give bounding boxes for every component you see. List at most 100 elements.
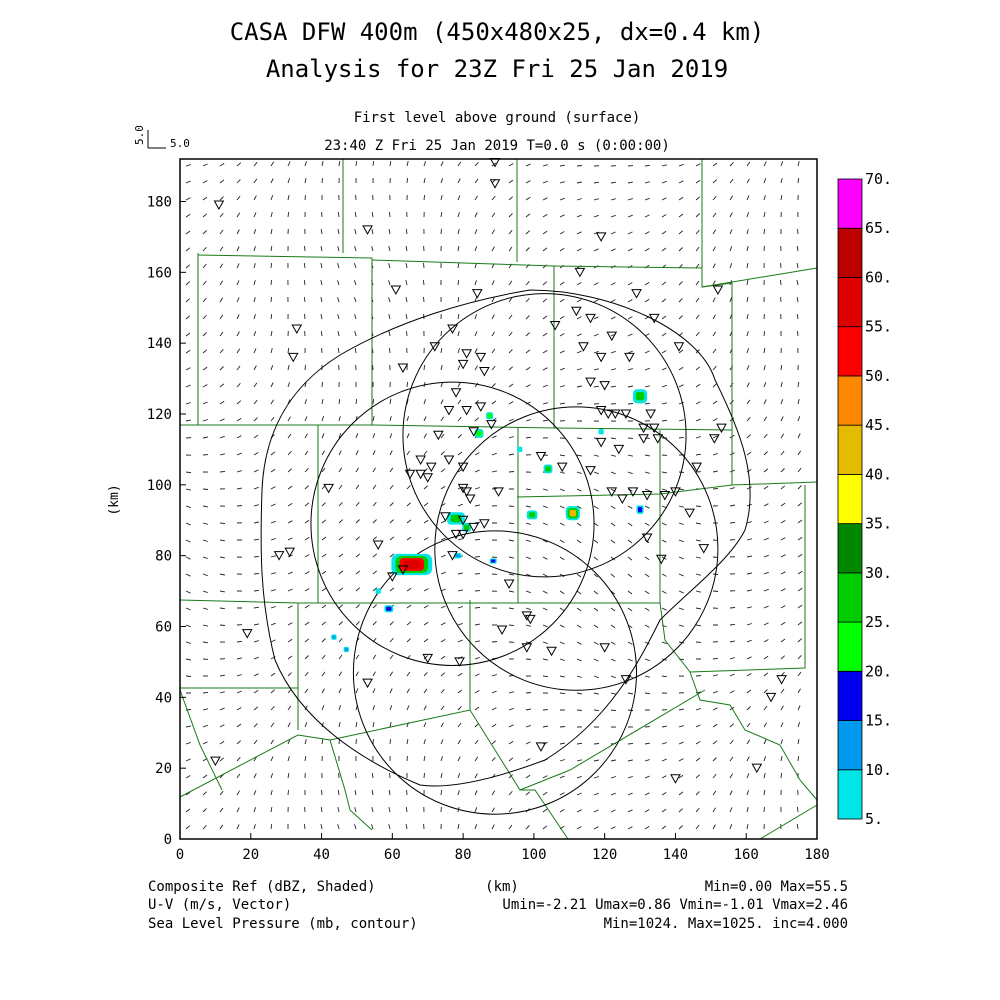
station-marker: [486, 420, 497, 430]
station-marker: [641, 490, 653, 501]
reflectivity-cell: [331, 634, 337, 640]
station-marker: [478, 367, 490, 377]
colorbar-segment: [837, 326, 863, 377]
station-marker: [765, 692, 777, 703]
station-marker: [415, 469, 426, 480]
station-marker: [691, 462, 703, 473]
vector-scale-label-vertical: 5.0: [133, 125, 146, 145]
station-marker: [468, 522, 480, 533]
y-tick-label: 160: [147, 265, 172, 281]
colorbar-level-label: 40.: [865, 465, 892, 483]
station-marker: [475, 352, 487, 363]
station-marker: [422, 653, 434, 664]
station-marker: [613, 444, 625, 455]
station-marker: [627, 487, 639, 497]
county-boundaries: [179, 159, 818, 840]
reflectivity-contour-fill: [344, 647, 348, 652]
reflectivity-contour-fill: [476, 430, 482, 437]
vector-range-label: Umin=-2.21 Umax=0.86 Vmin=-1.01 Vmax=2.4…: [502, 897, 848, 913]
reflectivity-cell: [486, 412, 494, 420]
station-marker: [461, 405, 473, 416]
station-marker: [620, 675, 632, 685]
y-tick-label: 140: [147, 336, 172, 352]
colorbar-level-label: 70.: [865, 170, 892, 188]
station-marker: [648, 423, 660, 434]
colorbar-segment: [837, 424, 863, 475]
station-marker: [645, 409, 657, 420]
station-marker: [461, 487, 473, 497]
reflectivity-contour-fill: [569, 509, 577, 517]
station-marker: [475, 402, 487, 412]
station-marker: [213, 200, 225, 211]
station-marker: [585, 466, 596, 476]
station-marker: [415, 455, 426, 466]
station-marker: [648, 313, 660, 324]
station-marker: [493, 487, 504, 497]
station-marker: [372, 540, 384, 551]
station-marker: [549, 320, 561, 331]
colorbar-segment: [837, 621, 863, 672]
station-marker: [432, 430, 444, 441]
y-tick-label: 60: [155, 620, 172, 636]
vector-scale-label: 5.0: [170, 137, 190, 150]
plot-frame: [180, 159, 817, 839]
y-tick-label: 120: [147, 407, 172, 423]
reflectivity-contour-fill: [455, 554, 460, 558]
station-marker: [585, 313, 596, 324]
colorbar-level-label: 10.: [865, 761, 892, 779]
station-marker: [556, 462, 568, 473]
station-marker: [578, 342, 589, 352]
station-marker: [585, 377, 596, 388]
station-marker: [595, 437, 607, 448]
station-marker: [670, 774, 681, 784]
colorbar-segment: [837, 523, 863, 574]
station-marker: [464, 494, 476, 505]
station-marker: [709, 434, 720, 444]
radar-range-rings: [310, 293, 719, 815]
station-marker: [457, 462, 469, 473]
station-marker: [461, 349, 473, 359]
reflectivity-contour-fill: [403, 560, 420, 569]
station-marker: [429, 342, 441, 352]
radar-range-ring: [434, 406, 719, 691]
station-marker: [397, 363, 409, 373]
station-marker: [546, 646, 557, 657]
station-marker: [595, 352, 607, 363]
plot-title-line2: Analysis for 23Z Fri 25 Jan 2019: [266, 55, 728, 83]
station-marker: [606, 487, 618, 497]
station-marker: [489, 179, 501, 189]
station-marker: [641, 533, 653, 543]
x-tick-label: 0: [176, 847, 184, 863]
y-tick-label: 80: [155, 549, 172, 565]
reflectivity-cell: [489, 558, 497, 564]
station-marker: [535, 452, 547, 462]
x-tick-label: 120: [592, 847, 617, 863]
vector-field-label: U-V (m/s, Vector): [148, 897, 291, 913]
station-marker: [716, 423, 727, 434]
radar-range-ring: [310, 381, 595, 666]
station-marker: [397, 565, 409, 575]
station-marker: [673, 342, 685, 352]
reflectivity-contour-fill: [528, 512, 536, 518]
reflectivity-cell: [526, 510, 538, 520]
x-tick-label: 80: [455, 847, 472, 863]
station-marker: [478, 519, 490, 529]
station-marker: [323, 483, 334, 494]
station-marker: [390, 285, 402, 296]
station-marker: [670, 487, 681, 497]
colorbar-segment: [837, 178, 863, 229]
station-marker: [638, 423, 649, 434]
shade-field-label: Composite Ref (dBZ, Shaded): [148, 879, 376, 895]
sea-level-pressure-contours: [260, 289, 751, 787]
composite-reflectivity-cells: [331, 389, 648, 653]
station-marker: [602, 409, 614, 420]
station-marker: [599, 381, 611, 391]
station-marker: [521, 643, 533, 653]
station-marker: [524, 614, 536, 625]
vector-scale-key: 5.0 5.0: [133, 125, 190, 150]
station-marker: [698, 544, 710, 554]
station-marker: [443, 455, 455, 466]
station-marker: [422, 473, 434, 483]
station-marker: [273, 551, 285, 561]
